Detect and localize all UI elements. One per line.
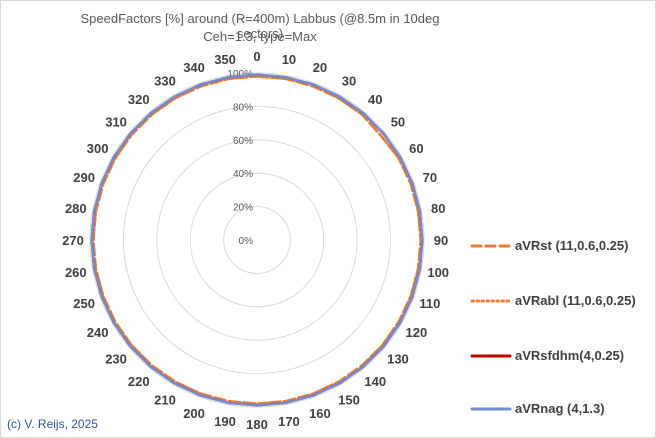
angle-label: 230 bbox=[105, 351, 127, 366]
angle-label: 250 bbox=[73, 296, 95, 311]
angle-label: 90 bbox=[434, 233, 448, 248]
grid-circle bbox=[223, 206, 291, 274]
legend-label: aVRnag (4,1.3) bbox=[515, 401, 605, 416]
angle-label: 270 bbox=[62, 233, 84, 248]
angle-label: 290 bbox=[73, 170, 95, 185]
angle-label: 40 bbox=[368, 92, 382, 107]
radial-tick-label: 0% bbox=[239, 236, 254, 247]
radial-grid bbox=[89, 72, 425, 408]
series-lines bbox=[90, 73, 424, 407]
angle-label: 160 bbox=[309, 406, 331, 421]
angle-label: 340 bbox=[183, 60, 205, 75]
angle-label: 100 bbox=[427, 265, 449, 280]
angle-label: 310 bbox=[105, 115, 127, 130]
legend-label: aVRst (11,0.6,0.25) bbox=[515, 238, 628, 253]
legend-label: aVRabl (11,0.6,0.25) bbox=[515, 293, 636, 308]
grid-circle bbox=[89, 72, 425, 408]
angle-label: 280 bbox=[65, 201, 87, 216]
angle-label: 10 bbox=[282, 52, 296, 67]
radial-tick-label: 60% bbox=[233, 136, 253, 147]
angle-label: 30 bbox=[342, 74, 356, 89]
radial-tick-label: 100% bbox=[227, 69, 253, 80]
chart-title: SpeedFactors [%] around (R=400m) Labbus … bbox=[80, 11, 440, 41]
angle-label: 20 bbox=[313, 60, 327, 75]
angle-label: 170 bbox=[278, 414, 300, 429]
angle-label: 350 bbox=[214, 52, 236, 67]
angle-label: 140 bbox=[364, 374, 386, 389]
angle-label: 210 bbox=[154, 392, 176, 407]
radial-tick-label: 40% bbox=[233, 169, 253, 180]
series-line bbox=[90, 73, 424, 407]
angle-label: 190 bbox=[214, 414, 236, 429]
angle-label: 240 bbox=[87, 325, 109, 340]
angle-label: 300 bbox=[87, 141, 109, 156]
angle-label: 150 bbox=[338, 392, 360, 407]
radial-tick-label: 20% bbox=[233, 203, 253, 214]
radial-tick-labels: 0% 20% 40% 60% 80% 100% bbox=[227, 69, 253, 247]
angle-label: 70 bbox=[423, 170, 437, 185]
angle-label: 330 bbox=[154, 74, 176, 89]
angle-label: 260 bbox=[65, 265, 87, 280]
legend: aVRst (11,0.6,0.25) aVRabl (11,0.6,0.25) a… bbox=[470, 238, 636, 416]
angle-label: 220 bbox=[128, 374, 150, 389]
angle-label: 110 bbox=[419, 296, 440, 311]
credit-text: (c) V. Reijs, 2025 bbox=[7, 417, 98, 431]
angle-label: 180 bbox=[246, 417, 268, 432]
series-line bbox=[92, 75, 422, 405]
angle-label: 320 bbox=[128, 92, 150, 107]
grid-circle bbox=[189, 172, 325, 308]
angle-label: 200 bbox=[183, 406, 205, 421]
grid-circle bbox=[156, 139, 358, 341]
angle-label: 120 bbox=[405, 325, 427, 340]
angle-label: 0 bbox=[253, 49, 260, 64]
grid-circle bbox=[122, 105, 392, 375]
chart-subtitle: Ceh=1.3, type=Max bbox=[203, 29, 317, 44]
angle-label: 50 bbox=[391, 115, 405, 130]
radial-tick-label: 80% bbox=[233, 102, 253, 113]
angle-label: 60 bbox=[409, 141, 423, 156]
angle-label: 80 bbox=[431, 201, 445, 216]
angle-label: 130 bbox=[387, 351, 409, 366]
legend-label: aVRsfdhm(4,0.25) bbox=[515, 348, 624, 363]
